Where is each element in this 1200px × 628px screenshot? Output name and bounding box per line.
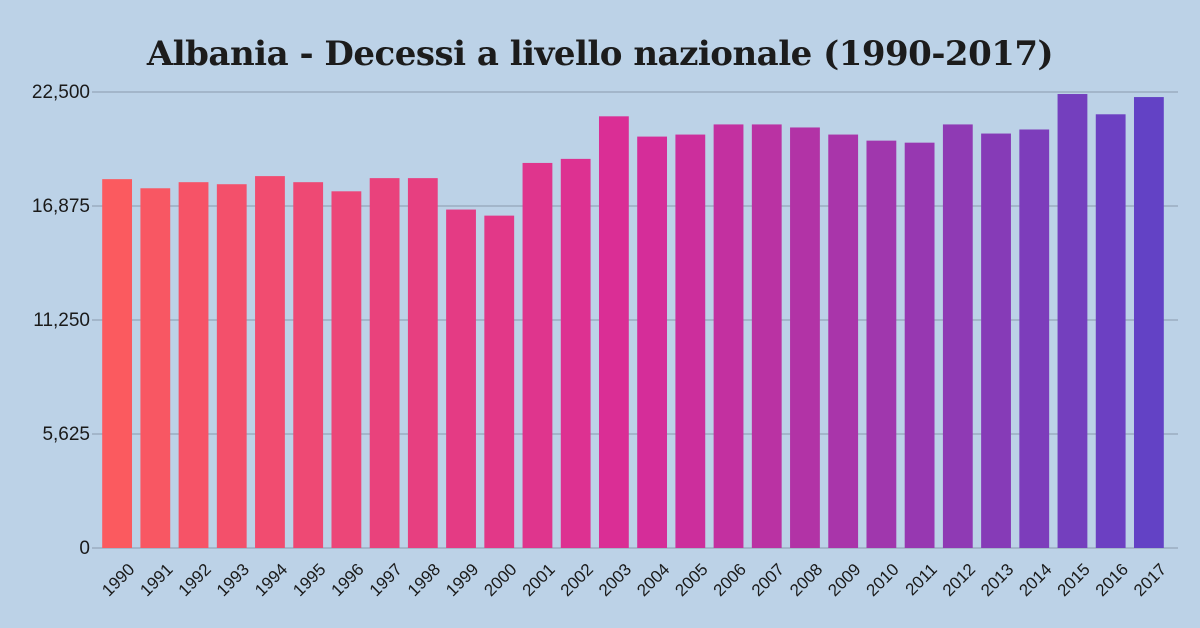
x-tick-label: 1992: [175, 560, 215, 600]
bar-1998: [407, 178, 438, 548]
bar-1993: [216, 184, 247, 549]
bar-2014: [1019, 129, 1050, 548]
x-tick-label: 2002: [557, 560, 597, 600]
bars: [102, 94, 1164, 549]
bar-2002: [560, 158, 591, 548]
bar-2006: [713, 124, 744, 548]
x-tick-label: 1990: [98, 560, 138, 600]
x-tick-label: 1994: [251, 560, 291, 600]
x-tick-label: 2013: [977, 560, 1017, 600]
x-tick-label: 2008: [786, 560, 826, 600]
y-tick-label: 5,625: [42, 424, 90, 445]
y-tick-label: 0: [79, 538, 90, 559]
bar-1999: [446, 209, 476, 548]
x-tick-label: 2004: [633, 560, 673, 600]
x-tick-label: 2005: [671, 560, 711, 600]
x-tick-label: 1996: [328, 560, 368, 600]
x-tick-label: 1998: [404, 560, 444, 600]
x-tick-label: 1995: [289, 560, 329, 600]
x-tick-label: 2006: [710, 560, 750, 600]
bar-1994: [255, 176, 285, 548]
x-tick-label: 2003: [595, 560, 635, 600]
bar-2017: [1133, 97, 1164, 549]
y-axis: 0 5,625 11,250 16,875 22,500: [32, 82, 90, 559]
x-tick-label: 2017: [1130, 560, 1170, 600]
bar-2007: [751, 124, 782, 548]
bar-2011: [904, 142, 935, 548]
x-tick-label: 1997: [366, 560, 406, 600]
y-tick-label: 11,250: [33, 310, 90, 331]
gridlines: [92, 91, 1178, 549]
bar-1996: [331, 191, 362, 548]
bar-1997: [369, 178, 400, 548]
x-tick-label: 2001: [519, 560, 559, 600]
bar-1991: [140, 188, 171, 548]
bar-2016: [1095, 114, 1126, 548]
bar-1992: [178, 182, 209, 549]
x-tick-label: 2009: [824, 560, 864, 600]
bar-2010: [866, 140, 897, 548]
bar-1990: [102, 179, 133, 548]
y-tick-label: 22,500: [32, 82, 90, 103]
bar-2003: [598, 116, 629, 548]
bar-2009: [828, 134, 859, 548]
x-tick-label: 2011: [902, 560, 941, 599]
bar-2008: [790, 127, 820, 548]
x-tick-label: 2014: [1015, 560, 1055, 600]
bar-2005: [675, 134, 706, 548]
x-tick-label: 1991: [136, 560, 176, 600]
bar-2000: [484, 215, 515, 549]
x-tick-label: 2000: [480, 560, 520, 600]
bar-2001: [522, 162, 553, 548]
x-tick-label: 2016: [1092, 560, 1132, 600]
x-axis: 1990199119921993199419951996199719981999…: [98, 560, 1170, 600]
bar-2004: [637, 136, 668, 548]
bar-2013: [981, 133, 1011, 548]
y-tick-label: 16,875: [32, 196, 90, 217]
x-tick-label: 2007: [748, 560, 788, 600]
x-tick-label: 1999: [442, 560, 482, 600]
bar-1995: [293, 182, 324, 549]
chart-title: Albania - Decessi a livello nazionale (1…: [146, 34, 1054, 74]
bar-2015: [1057, 94, 1088, 548]
x-tick-label: 2015: [1054, 560, 1094, 600]
bar-2012: [942, 124, 973, 548]
x-tick-label: 2012: [939, 560, 979, 600]
x-tick-label: 1993: [213, 560, 253, 600]
x-tick-label: 2010: [863, 560, 903, 600]
